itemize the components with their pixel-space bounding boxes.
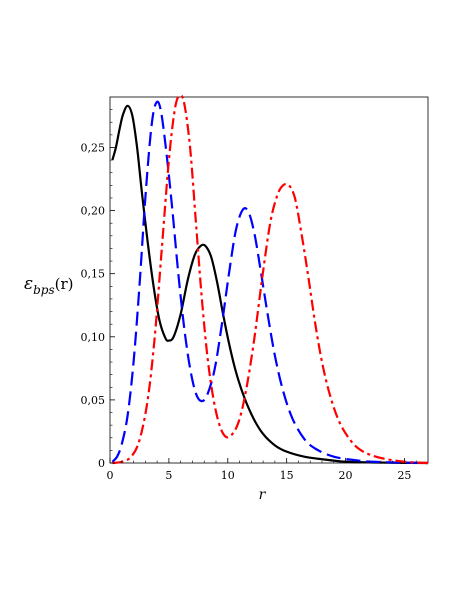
- x-tick-label: 5: [165, 469, 172, 482]
- y-tick-label: 0,10: [81, 331, 106, 344]
- y-tick-label: 0,25: [81, 141, 106, 154]
- x-tick-label: 15: [280, 469, 294, 482]
- x-tick-label: 10: [221, 469, 235, 482]
- series-line-solid: [111, 104, 429, 465]
- x-tick-label: 0: [107, 469, 114, 482]
- y-tick-label: 0: [98, 457, 105, 470]
- y-axis-label-main: ε: [24, 274, 33, 294]
- y-axis-label: εbps(r): [24, 274, 74, 297]
- plot-frame: [109, 96, 429, 464]
- series-line-dashed: [111, 100, 429, 465]
- x-axis: 0 5 10 15 20 25: [107, 458, 417, 482]
- y-tick-label: 0,20: [81, 205, 106, 218]
- y-tick-label: 0,05: [81, 394, 106, 407]
- x-axis-label: r: [259, 487, 267, 503]
- series-line-dashdot: [112, 94, 429, 465]
- y-axis-label-arg: (r): [55, 275, 74, 293]
- y-tick-label: 0,15: [81, 268, 106, 281]
- y-axis: 0 0,05 0,10 0,15 0,20 0,25: [81, 109, 115, 470]
- y-axis-label-sub: bps: [33, 283, 55, 297]
- series-layer: [111, 94, 429, 465]
- x-tick-label: 20: [339, 469, 353, 482]
- x-tick-label: 25: [397, 469, 411, 482]
